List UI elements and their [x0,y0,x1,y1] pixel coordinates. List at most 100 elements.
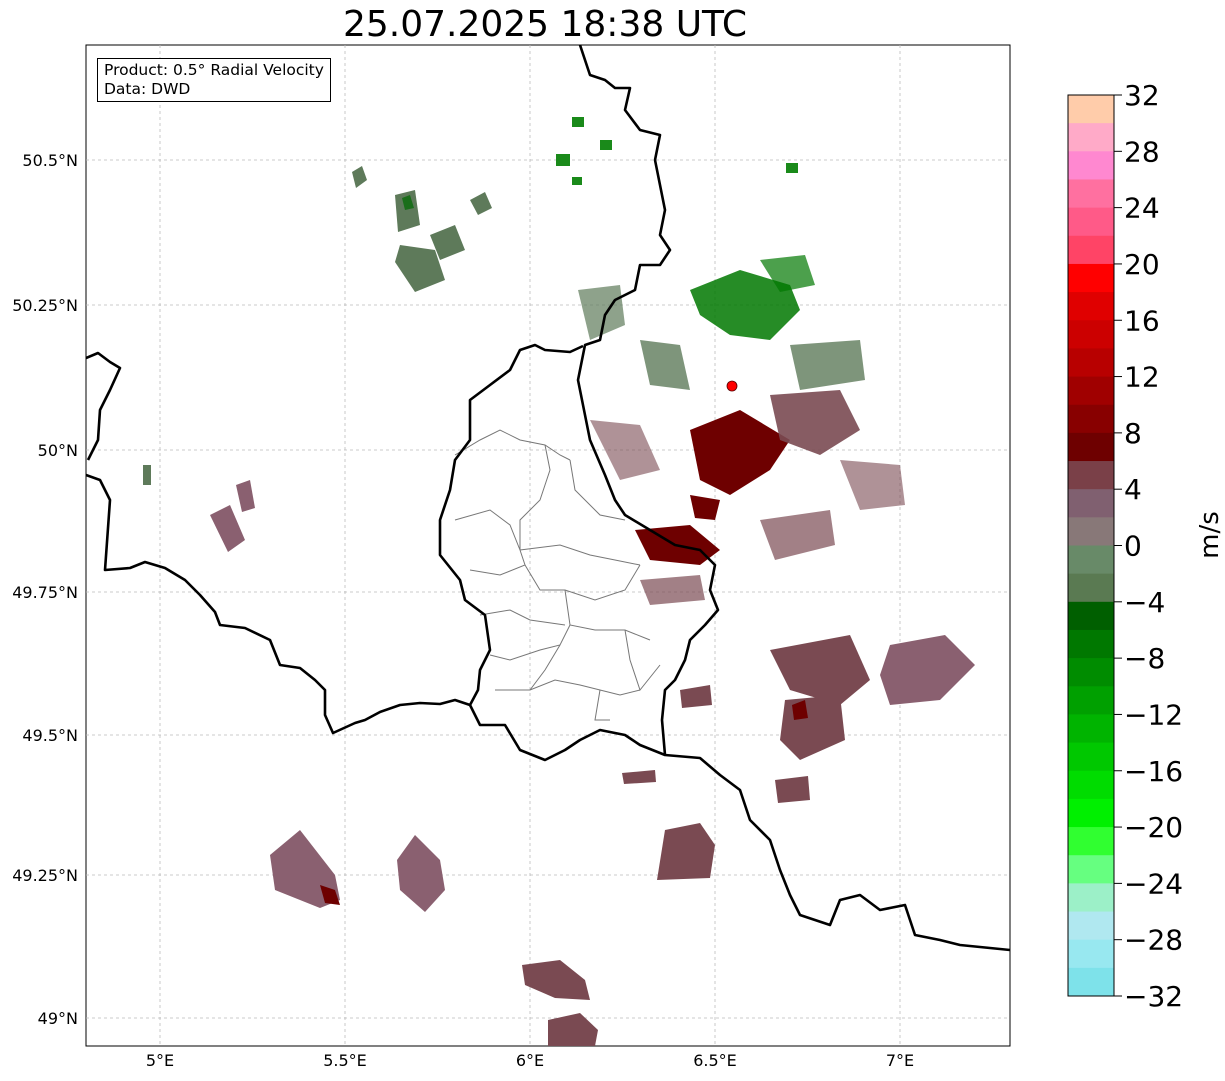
echo-cell [236,480,255,512]
echo-cell [548,1013,598,1046]
radar-echoes [143,117,975,1046]
lat-tick-label: 50.25°N [12,296,78,315]
echo-cell [690,270,800,340]
colorbar-tick-label: 12 [1124,361,1160,394]
echo-cell [522,960,590,1000]
colorbar-tick-label: 8 [1124,417,1142,450]
lat-tick-label: 49.75°N [12,583,78,602]
colorbar-segment [1068,883,1114,913]
lat-tick-label: 49.25°N [12,866,78,885]
colorbar-segment [1068,461,1114,490]
echo-cell [786,163,798,173]
colorbar-segment [1068,545,1114,575]
echo-cell [880,635,975,705]
echo-cell [690,495,720,520]
echo-cell [352,166,367,188]
data-source-label: Data: DWD [104,80,191,98]
lon-tick-label: 6°E [516,1051,544,1070]
colorbar-segment [1068,770,1114,800]
product-label: Product: 0.5° Radial Velocity [104,61,324,79]
colorbar-segment [1068,179,1114,209]
lon-tick-label: 7°E [886,1051,914,1070]
colorbar-segment [1068,911,1114,941]
colorbar-segment [1068,292,1114,321]
colorbar-segment [1068,207,1114,237]
colorbar-segment [1068,573,1114,603]
colorbar-segment [1068,432,1114,462]
map-frame [85,44,1011,1047]
colorbar-segment [1068,123,1114,152]
colorbar-segment [1068,742,1114,772]
echo-cell [690,410,790,495]
colorbar-segment [1068,939,1114,969]
echo-cell [470,192,492,215]
colorbar-segment [1068,348,1114,378]
echo-cell [402,195,414,210]
lat-tick-label: 50°N [38,441,78,460]
colorbar [1067,94,1115,997]
colorbar-tick-label: −8 [1124,642,1165,675]
colorbar-tick-label: 20 [1124,248,1160,281]
echo-cell [395,190,420,232]
echo-cell [840,460,905,510]
gridlines [86,45,1010,1046]
echo-cell [143,465,151,485]
echo-cell [790,340,865,390]
colorbar-segment [1068,601,1114,631]
colorbar-tick-label: −32 [1124,980,1183,1013]
colorbar-tick-label: −20 [1124,811,1183,844]
colorbar-segment [1068,489,1114,518]
echo-cell [770,390,860,455]
colorbar-tick-label: −4 [1124,586,1165,619]
radar-site-marker [726,380,738,392]
echo-cell [770,635,870,705]
colorbar-tick-label: 16 [1124,304,1160,337]
colorbar-segment [1068,95,1114,124]
echo-cell [657,823,715,880]
echo-cell [395,245,445,292]
echo-cell [397,835,445,912]
echo-cell [622,770,656,784]
colorbar-tick-label: −28 [1124,924,1183,957]
echo-cell [760,510,835,560]
echo-cell [320,885,340,905]
colorbar-unit-label: m/s [1195,511,1225,559]
lat-tick-label: 49.5°N [22,726,78,745]
colorbar-tick-label: 28 [1124,135,1160,168]
lat-tick-label: 50.5°N [22,151,78,170]
colorbar-segment [1068,827,1114,856]
map-title: 25.07.2025 18:38 UTC [342,4,748,45]
echo-cell [600,140,612,150]
colorbar-segment [1068,967,1114,997]
colorbar-tick-label: −16 [1124,755,1183,788]
colorbar-tick-label: 32 [1124,79,1160,112]
echo-cell [760,255,815,292]
echo-cell [640,340,690,390]
lon-tick-label: 5°E [146,1051,174,1070]
echo-cell [430,225,465,260]
lat-tick-label: 49°N [38,1009,78,1028]
lon-tick-label: 6.5°E [693,1051,737,1070]
colorbar-tick-label: 4 [1124,473,1142,506]
echo-cell [556,154,570,166]
colorbar-segment [1068,151,1114,180]
echo-cell [775,776,810,803]
echo-cell [578,285,625,340]
colorbar-segment [1068,686,1114,715]
echo-cell [680,685,712,708]
echo-cell [572,177,582,185]
colorbar-segment [1068,517,1114,546]
internal-boundaries [454,429,661,721]
colorbar-tick-label: 24 [1124,192,1160,225]
colorbar-tick-label: −12 [1124,698,1183,731]
colorbar-segment [1068,263,1114,293]
product-info-box: Product: 0.5° Radial Velocity Data: DWD [97,58,331,102]
colorbar-segment [1068,855,1114,884]
colorbar-segment [1068,320,1114,349]
lat-tick-labels: 49°N 49.25°N 49.5°N 49.75°N 50°N 50.25°N… [12,151,78,1028]
echo-cell [210,505,245,552]
colorbar-segment [1068,658,1114,687]
echo-cell [640,575,705,605]
colorbar-segment [1068,629,1114,659]
lon-tick-labels: 5°E 5.5°E 6°E 6.5°E 7°E [146,1051,914,1070]
